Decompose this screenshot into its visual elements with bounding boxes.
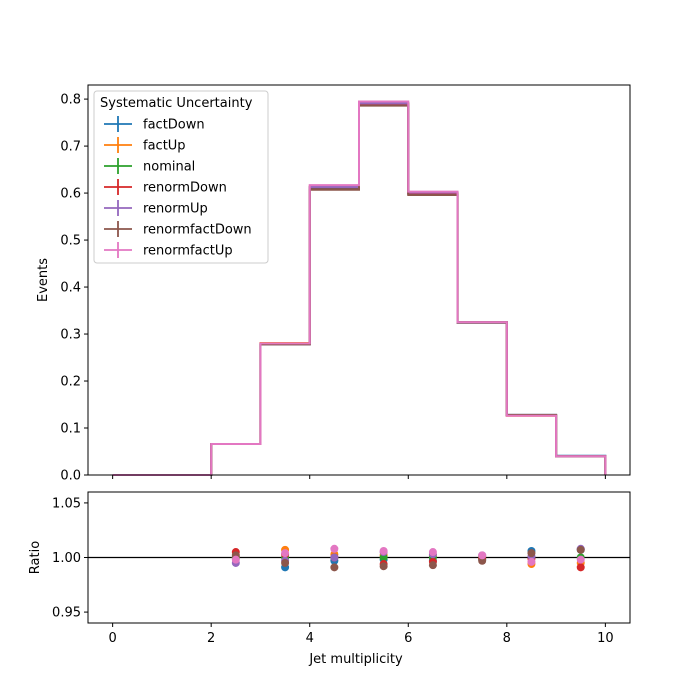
ratio-point (330, 544, 339, 553)
legend-entries: factDown factUp nominal renormDown renormUp r… (104, 116, 252, 259)
ratio-point (379, 562, 388, 571)
main-y-tick-label: 0.6 (60, 187, 81, 202)
x-axis-label: Jet multiplicity (308, 652, 403, 667)
x-tick-label: 0 (108, 631, 116, 646)
ratio-point (527, 549, 536, 558)
legend-entry-renormfactUp: renormfactUp (104, 242, 233, 259)
ratio-point (428, 548, 437, 557)
ratio-y-tick-label: 1.00 (52, 551, 81, 566)
legend-label: factUp (143, 139, 186, 154)
ratio-y-tick-label: 0.95 (52, 606, 81, 621)
legend-entry-factDown: factDown (104, 116, 205, 133)
x-tick-label: 8 (503, 631, 511, 646)
x-tick-label: 4 (306, 631, 314, 646)
legend-label: renormUp (143, 202, 208, 217)
main-y-ticks: 0.0 0.1 0.2 0.3 0.4 0.5 0.6 0.7 0.8 (60, 93, 88, 484)
ratio-point (379, 546, 388, 555)
ratio-series-group (231, 544, 585, 572)
ratio-plot-frame (87, 491, 631, 624)
main-y-tick-label: 0.0 (60, 469, 81, 484)
main-y-tick-label: 0.3 (60, 328, 81, 343)
main-y-axis-label: Events (36, 258, 51, 302)
ratio-point (428, 561, 437, 570)
legend-box (93, 90, 269, 264)
main-y-tick-label: 0.8 (60, 93, 81, 108)
ratio-point (281, 558, 290, 567)
legend-entry-renormDown: renormDown (104, 179, 227, 196)
main-y-tick-label: 0.5 (60, 234, 81, 249)
histogram-series-group (112, 100, 607, 476)
ratio-x-ticks: 0 2 4 6 8 10 (108, 623, 614, 646)
ratio-point (576, 555, 585, 564)
ratio-y-tick-label: 1.05 (52, 496, 81, 511)
ratio-point (281, 549, 290, 558)
legend-label: renormDown (143, 181, 227, 196)
histogram-line-renormfactUp (112, 100, 607, 476)
legend-label: renormfactDown (143, 223, 252, 238)
main-y-tick-label: 0.4 (60, 281, 81, 296)
ratio-point (330, 563, 339, 572)
x-tick-label: 10 (597, 631, 614, 646)
ratio-point (576, 545, 585, 554)
x-tick-label: 2 (207, 631, 215, 646)
ratio-point (478, 551, 487, 560)
legend-entry-nominal: nominal (104, 158, 195, 175)
ratio-y-axis-label: Ratio (28, 541, 43, 574)
ratio-point (576, 563, 585, 572)
ratio-point (330, 553, 339, 562)
ratio-series-renormfactUp (231, 544, 585, 566)
ratio-plot-panel: 0.95 1.00 1.05 0 2 4 6 8 10 Ratio Jet multiplic… (28, 491, 631, 667)
legend-title: Systematic Uncertainty (100, 96, 253, 111)
main-plot-panel: 0.0 0.1 0.2 0.3 0.4 0.5 0.6 0.7 0.8 Events Syste… (36, 84, 631, 484)
legend: Systematic Uncertainty factDown factUp nom… (93, 90, 269, 264)
ratio-point (231, 555, 240, 564)
ratio-point (527, 557, 536, 566)
legend-entry-renormUp: renormUp (104, 200, 208, 217)
main-plot-frame (87, 84, 631, 476)
legend-entry-factUp: factUp (104, 137, 186, 154)
main-y-tick-label: 0.1 (60, 422, 81, 437)
x-tick-label: 6 (404, 631, 412, 646)
legend-label: renormfactUp (143, 244, 233, 259)
legend-entry-renormfactDown: renormfactDown (104, 221, 252, 238)
ratio-y-ticks: 0.95 1.00 1.05 (52, 496, 88, 621)
legend-label: nominal (143, 160, 195, 175)
legend-label: factDown (143, 118, 205, 133)
main-x-ticks (112, 475, 606, 479)
main-y-tick-label: 0.2 (60, 375, 81, 390)
main-y-tick-label: 0.7 (60, 140, 81, 155)
